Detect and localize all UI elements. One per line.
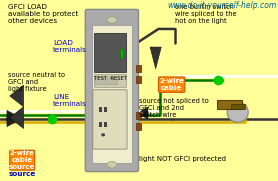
Bar [217,100,242,109]
Text: source hot spliced to
GFCI and 2nd
switch wire: source hot spliced to GFCI and 2nd switc… [139,98,209,118]
Text: LOAD
terminals: LOAD terminals [53,40,87,53]
FancyBboxPatch shape [93,90,127,149]
Bar [136,76,141,83]
Text: one builtin switch
wire spliced to the
hot on the light: one builtin switch wire spliced to the h… [175,4,237,24]
Bar [136,123,141,130]
Bar [94,33,126,72]
Ellipse shape [101,133,105,136]
Bar [104,122,107,127]
Bar [94,74,126,87]
Polygon shape [10,107,24,129]
Text: source neutral to
GFCI and
light fixture: source neutral to GFCI and light fixture [8,72,65,92]
Bar [136,112,141,119]
FancyBboxPatch shape [10,150,35,170]
FancyBboxPatch shape [158,77,185,92]
Bar [104,107,107,112]
Text: light NOT GFCI protected: light NOT GFCI protected [139,156,226,162]
Bar [231,104,245,109]
Polygon shape [7,110,15,119]
Bar [107,77,117,84]
Bar [99,122,102,127]
Bar [99,107,102,112]
Polygon shape [140,111,148,119]
Text: 2-wire
cable
source: 2-wire cable source [9,150,35,170]
Polygon shape [7,118,15,127]
FancyBboxPatch shape [85,9,138,172]
Circle shape [107,161,117,168]
Text: source: source [9,171,36,177]
Bar [95,77,105,84]
Polygon shape [7,114,15,123]
Polygon shape [150,47,161,69]
Polygon shape [10,85,24,107]
Circle shape [107,17,117,23]
Text: 2-wire
cable: 2-wire cable [159,78,184,91]
Text: TEST  RESET: TEST RESET [94,76,127,81]
Text: LINE
terminals: LINE terminals [53,94,87,107]
Ellipse shape [227,102,248,122]
Bar [136,65,141,72]
Polygon shape [140,107,148,115]
Text: GFCI LOAD
available to protect
other devices: GFCI LOAD available to protect other dev… [8,4,79,24]
Bar [92,25,132,163]
Text: www.do-it-yourself-help.com: www.do-it-yourself-help.com [167,1,277,10]
Bar [120,49,123,58]
